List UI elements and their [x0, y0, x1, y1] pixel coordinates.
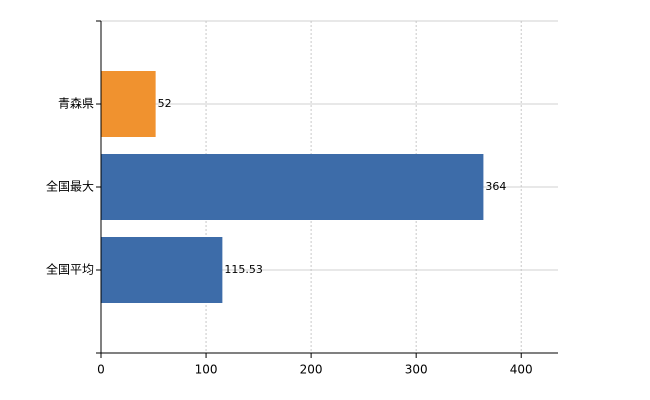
- y-tick-label: 青森県: [58, 96, 94, 111]
- x-tick-label: 0: [97, 363, 105, 377]
- value-label: 115.53: [224, 263, 263, 276]
- y-tick-label: 全国最大: [46, 179, 94, 194]
- x-tick-label: 100: [195, 363, 218, 377]
- bar: [101, 237, 223, 303]
- x-tick-label: 300: [405, 363, 428, 377]
- y-tick-label: 全国平均: [46, 262, 94, 277]
- value-label: 364: [485, 180, 506, 193]
- bar: [101, 71, 156, 137]
- x-tick-label: 400: [510, 363, 533, 377]
- bar: [101, 154, 484, 220]
- value-label: 52: [158, 97, 172, 110]
- x-tick-label: 200: [300, 363, 323, 377]
